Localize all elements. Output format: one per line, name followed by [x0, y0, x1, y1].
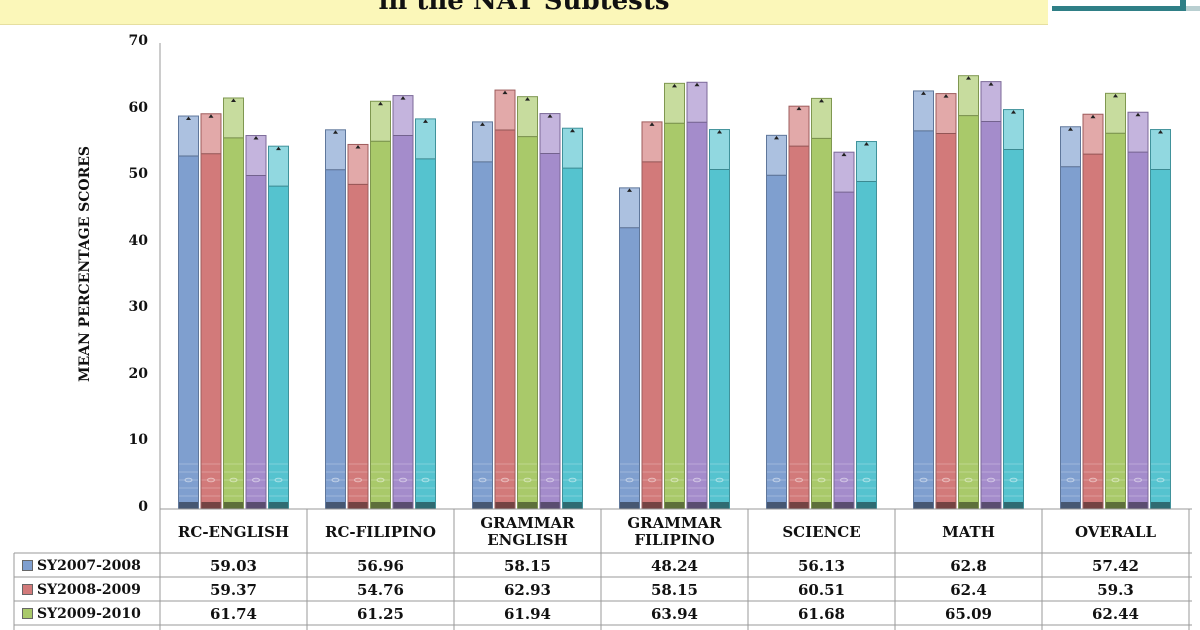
legend-label: SY2009-2010: [37, 605, 141, 622]
table-cell-value: 62.44: [1092, 604, 1139, 623]
table-cell-value: 61.68: [798, 604, 845, 623]
bar: [517, 96, 538, 510]
bar: [1003, 109, 1024, 510]
bar: [686, 81, 708, 510]
y-tick-label: 20: [128, 365, 148, 382]
category-label: GRAMMAR ENGLISH: [480, 514, 575, 549]
bar: [1105, 92, 1126, 510]
y-tick-label: 40: [128, 232, 148, 249]
table-cell-value: 61.25: [357, 604, 404, 623]
category-label: MATH: [942, 522, 995, 541]
bar: [664, 82, 685, 510]
y-tick-label: 0: [138, 499, 148, 515]
table-cell-value: 60.51: [798, 580, 845, 599]
legend-entry: SY2009-2010: [22, 602, 141, 625]
bar: [980, 81, 1002, 510]
bar: [370, 100, 391, 510]
title-band: in the NAT Subtests: [0, 0, 1048, 25]
y-tick-label: 30: [128, 299, 148, 316]
bar: [200, 113, 222, 510]
table-cell-value: 59.37: [210, 580, 257, 599]
table-cell-value: 62.8: [950, 556, 987, 575]
legend-label: SY2007-2008: [37, 557, 141, 574]
y-tick-label: 70: [128, 33, 148, 49]
legend-swatch: [22, 608, 33, 619]
table-cell-value: 62.4: [950, 580, 987, 599]
legend-swatch: [22, 584, 33, 595]
bar: [811, 97, 832, 510]
table-cell-value: 58.15: [504, 556, 551, 575]
legend-swatch: [22, 560, 33, 571]
table-cell-value: 56.96: [357, 556, 404, 575]
category-label: RC-ENGLISH: [177, 522, 290, 541]
table-cell-value: 59.03: [210, 556, 257, 575]
corner-decoration: [1048, 0, 1200, 14]
bar: [494, 89, 516, 510]
chart-title: in the NAT Subtests: [378, 0, 670, 16]
bar: [619, 187, 640, 510]
y-tick-label: 50: [128, 166, 148, 183]
table-cell-value: 56.13: [798, 556, 845, 575]
y-tick-label: 60: [128, 99, 148, 116]
table-cell-value: 48.24: [651, 556, 698, 575]
table-cell-value: 57.42: [1092, 556, 1139, 575]
bar: [1150, 129, 1171, 510]
legend-entry: SY2007-2008: [22, 554, 141, 577]
bar: [788, 105, 810, 510]
table-cell-value: 58.15: [651, 580, 698, 599]
bar: [562, 127, 583, 510]
table-cell-value: 61.94: [504, 604, 551, 623]
table-cell-value: 59.3: [1097, 580, 1134, 599]
category-label: GRAMMAR FILIPINO: [627, 514, 722, 549]
table-cell-value: 61.74: [210, 604, 257, 623]
legend-label: SY2008-2009: [37, 581, 141, 598]
bar: [641, 121, 663, 510]
bar: [347, 143, 369, 510]
bar: [325, 129, 346, 510]
table-cell-value: 63.94: [651, 604, 698, 623]
bar: [539, 113, 561, 510]
table-cell-value: 65.09: [945, 604, 992, 623]
category-label: OVERALL: [1074, 522, 1157, 541]
bar: [935, 93, 957, 510]
bar: [1127, 111, 1149, 510]
y-tick-label: 10: [128, 432, 148, 449]
bar: [958, 75, 979, 510]
bar: [245, 135, 267, 510]
bar: [833, 151, 855, 510]
legend-entry: SY2008-2009: [22, 578, 141, 601]
category-label: RC-FILIPINO: [325, 522, 436, 541]
bar: [913, 90, 934, 510]
table-cell-value: 62.93: [504, 580, 551, 599]
bar: [1082, 113, 1104, 510]
bar: [268, 145, 289, 510]
bar-group: [178, 75, 1171, 510]
bar: [766, 134, 787, 510]
category-label: SCIENCE: [782, 522, 861, 541]
table-cell-value: 54.76: [357, 580, 404, 599]
